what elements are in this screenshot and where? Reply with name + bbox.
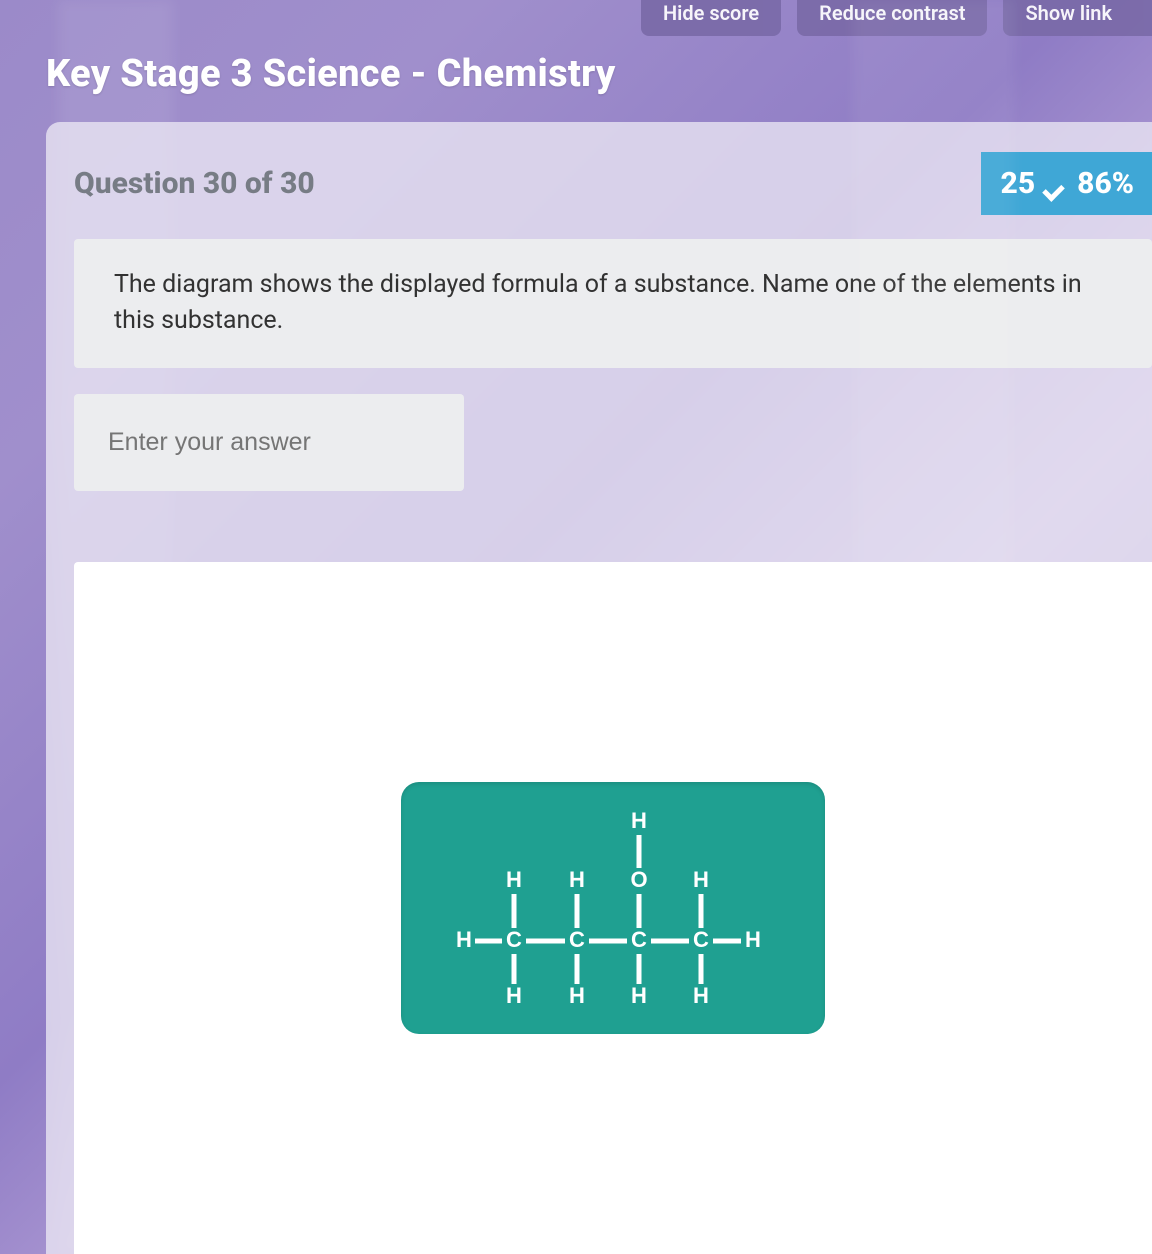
structural-formula-diagram: H C C C C H H H O H H H H H H: [401, 782, 825, 1034]
question-header: Question 30 of 30 25 86%: [46, 122, 1152, 239]
question-number: Question 30 of 30: [74, 166, 315, 201]
diagram-card: H C C C C H H H O H H H H H H: [74, 562, 1152, 1254]
hide-score-button[interactable]: Hide score: [641, 0, 781, 36]
atom-label: C: [693, 927, 709, 952]
atom-label: H: [506, 983, 522, 1008]
score-percent: 86%: [1077, 166, 1134, 201]
show-link-button[interactable]: Show link: [1003, 0, 1152, 36]
atom-label: H: [569, 983, 585, 1008]
top-buttons: Hide score Reduce contrast Show link: [641, 0, 1152, 36]
atom-label: O: [630, 867, 647, 892]
quiz-panel: Question 30 of 30 25 86% The diagram sho…: [46, 122, 1152, 1254]
atom-label: H: [506, 867, 522, 892]
atom-label: C: [506, 927, 522, 952]
atom-label: C: [569, 927, 585, 952]
score-badge: 25 86%: [981, 152, 1152, 215]
atom-label: H: [693, 983, 709, 1008]
score-correct: 25: [1001, 166, 1036, 201]
atom-label: C: [631, 927, 647, 952]
atom-label: H: [693, 867, 709, 892]
reduce-contrast-button[interactable]: Reduce contrast: [797, 0, 987, 36]
question-text: The diagram shows the displayed formula …: [74, 239, 1152, 368]
atom-label: H: [631, 983, 647, 1008]
check-icon: [1043, 173, 1069, 195]
app-background: Hide score Reduce contrast Show link Key…: [0, 0, 1152, 1254]
atom-label: H: [569, 867, 585, 892]
atom-label: H: [631, 808, 647, 833]
atom-label: H: [456, 927, 472, 952]
answer-input[interactable]: [74, 394, 464, 491]
page-title: Key Stage 3 Science - Chemistry: [46, 52, 616, 96]
atom-label: H: [745, 927, 761, 952]
